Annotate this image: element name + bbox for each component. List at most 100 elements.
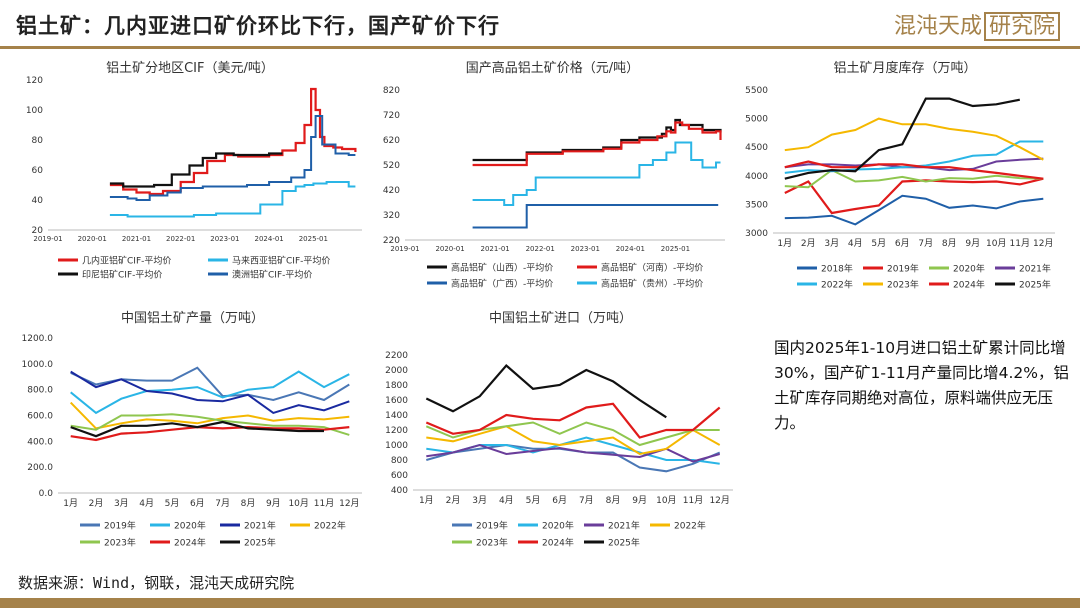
series-line-1 — [109, 87, 357, 196]
y-tick-label: 1200 — [385, 426, 408, 436]
legend-label: 2022年 — [674, 520, 706, 532]
legend-label: 澳洲铝矿CIF-平均价 — [232, 269, 312, 281]
series-line-3 — [70, 370, 350, 414]
y-tick-label: 0.0 — [39, 489, 54, 499]
series-line-2 — [70, 370, 350, 415]
legend-label: 马来西亚铝矿CIF-平均价 — [232, 255, 330, 267]
x-tick-label: 2021-01 — [481, 245, 510, 253]
series-line-3 — [426, 443, 720, 463]
x-tick-label: 5月 — [165, 498, 180, 509]
y-tick-label: 720 — [383, 111, 400, 121]
chart-title: 铝土矿分地区CIF（美元/吨） — [106, 61, 274, 76]
legend-label: 2018年 — [821, 263, 853, 275]
x-tick-label: 7月 — [918, 238, 933, 249]
logo-box-text: 研究院 — [983, 12, 1060, 41]
series-line-1 — [70, 366, 350, 402]
x-tick-label: 2024-01 — [255, 235, 284, 243]
legend-label: 2019年 — [887, 263, 919, 275]
y-tick-label: 20 — [32, 226, 44, 236]
x-tick-label: 10月 — [288, 498, 308, 509]
x-tick-label: 4月 — [848, 238, 863, 249]
legend-label: 2020年 — [174, 520, 206, 532]
x-tick-label: 1月 — [419, 495, 434, 506]
y-tick-label: 400 — [391, 486, 408, 496]
legend-label: 2021年 — [1019, 263, 1051, 275]
y-tick-label: 400.0 — [27, 437, 53, 447]
x-tick-label: 9月 — [965, 238, 980, 249]
inventory-chart: 铝土矿月度库存（万吨） 3000 3500 4000 4500 5000 5500 1月 2月 3… — [745, 60, 1055, 291]
legend-label: 高品铝矿（河南）-平均价 — [601, 262, 703, 274]
series-line-7 — [425, 363, 667, 419]
legend-label: 2019年 — [476, 520, 508, 532]
legend-label: 2023年 — [104, 537, 136, 549]
y-tick-label: 120 — [26, 76, 43, 86]
x-tick-label: 2022-01 — [526, 245, 555, 253]
legend-label: 2022年 — [314, 520, 346, 532]
x-tick-label: 6月 — [895, 238, 910, 249]
chart-title: 中国铝土矿产量（万吨） — [121, 311, 264, 326]
x-tick-label: 5月 — [526, 495, 541, 506]
x-tick-label: 4月 — [139, 498, 154, 509]
y-tick-label: 800 — [391, 456, 408, 466]
y-tick-label: 4500 — [745, 143, 768, 153]
x-tick-label: 7月 — [215, 498, 230, 509]
x-tick-label: 1月 — [777, 238, 792, 249]
x-tick-label: 3月 — [114, 498, 129, 509]
y-tick-label: 820 — [383, 86, 400, 96]
series-line-4 — [472, 141, 721, 206]
x-tick-label: 11月 — [314, 498, 334, 509]
title-divider — [0, 46, 1080, 49]
domestic-price-chart: 国产高品铝土矿价格（元/吨） 220 320 420 520 620 720 820 2019-… — [383, 60, 725, 290]
summary-note: 国内2025年1-10月进口铝土矿累计同比增30%，国产矿1-11月产量同比增4… — [774, 339, 1070, 432]
legend-label: 高品铝矿（山西）-平均价 — [451, 262, 553, 274]
y-tick-label: 320 — [383, 211, 400, 221]
series-line-6 — [425, 402, 721, 439]
x-tick-label: 10月 — [656, 495, 676, 506]
production-chart: 中国铝土矿产量（万吨） 0.0 200.0 400.0 600.0 800.0 1000.0… — [22, 311, 362, 549]
x-tick-label: 2020-01 — [435, 245, 464, 253]
x-tick-label: 3月 — [472, 495, 487, 506]
legend-label: 2024年 — [174, 537, 206, 549]
series-line-1 — [784, 194, 1044, 226]
y-tick-label: 600.0 — [27, 412, 53, 422]
y-tick-label: 2200 — [385, 351, 408, 361]
x-tick-label: 2月 — [446, 495, 461, 506]
footer-bar — [0, 598, 1080, 608]
x-tick-label: 2023-01 — [210, 235, 239, 243]
series-line-3 — [472, 204, 719, 229]
legend-label: 2021年 — [244, 520, 276, 532]
y-tick-label: 1200.0 — [22, 334, 54, 344]
legend-label: 2023年 — [476, 537, 508, 549]
data-source: 数据来源：Wind，钢联，混沌天成研究院 — [18, 574, 295, 592]
y-tick-label: 100 — [26, 106, 43, 116]
legend-label: 高品铝矿（贵州）-平均价 — [601, 278, 703, 290]
y-tick-label: 5500 — [745, 86, 768, 96]
logo-text: 混沌天成 — [893, 14, 982, 39]
x-tick-label: 2019-01 — [33, 235, 62, 243]
x-tick-label: 5月 — [871, 238, 886, 249]
y-tick-label: 220 — [383, 236, 400, 246]
x-tick-label: 11月 — [1010, 238, 1030, 249]
legend-label: 2023年 — [887, 279, 919, 291]
x-tick-label: 4月 — [499, 495, 514, 506]
x-tick-label: 2月 — [89, 498, 104, 509]
y-tick-label: 40 — [32, 196, 44, 206]
legend-label: 2024年 — [953, 279, 985, 291]
x-tick-label: 11月 — [683, 495, 703, 506]
y-tick-label: 1600 — [385, 396, 408, 406]
series-line-4 — [426, 425, 721, 456]
legend-label: 2025年 — [244, 537, 276, 549]
cif-chart: 铝土矿分地区CIF（美元/吨） 20 40 60 80 100 120 2019-01 2020… — [26, 61, 362, 281]
x-tick-label: 10月 — [986, 238, 1006, 249]
x-tick-label: 2月 — [801, 238, 816, 249]
y-tick-label: 800.0 — [27, 386, 53, 396]
legend-label: 2020年 — [953, 263, 985, 275]
x-tick-label: 9月 — [632, 495, 647, 506]
x-tick-label: 7月 — [579, 495, 594, 506]
legend-label: 高品铝矿（广西）-平均价 — [451, 278, 553, 290]
series-line-1 — [426, 443, 721, 473]
legend-label: 2019年 — [104, 520, 136, 532]
x-tick-label: 2021-01 — [122, 235, 151, 243]
x-tick-label: 9月 — [266, 498, 281, 509]
x-tick-label: 1月 — [63, 498, 78, 509]
